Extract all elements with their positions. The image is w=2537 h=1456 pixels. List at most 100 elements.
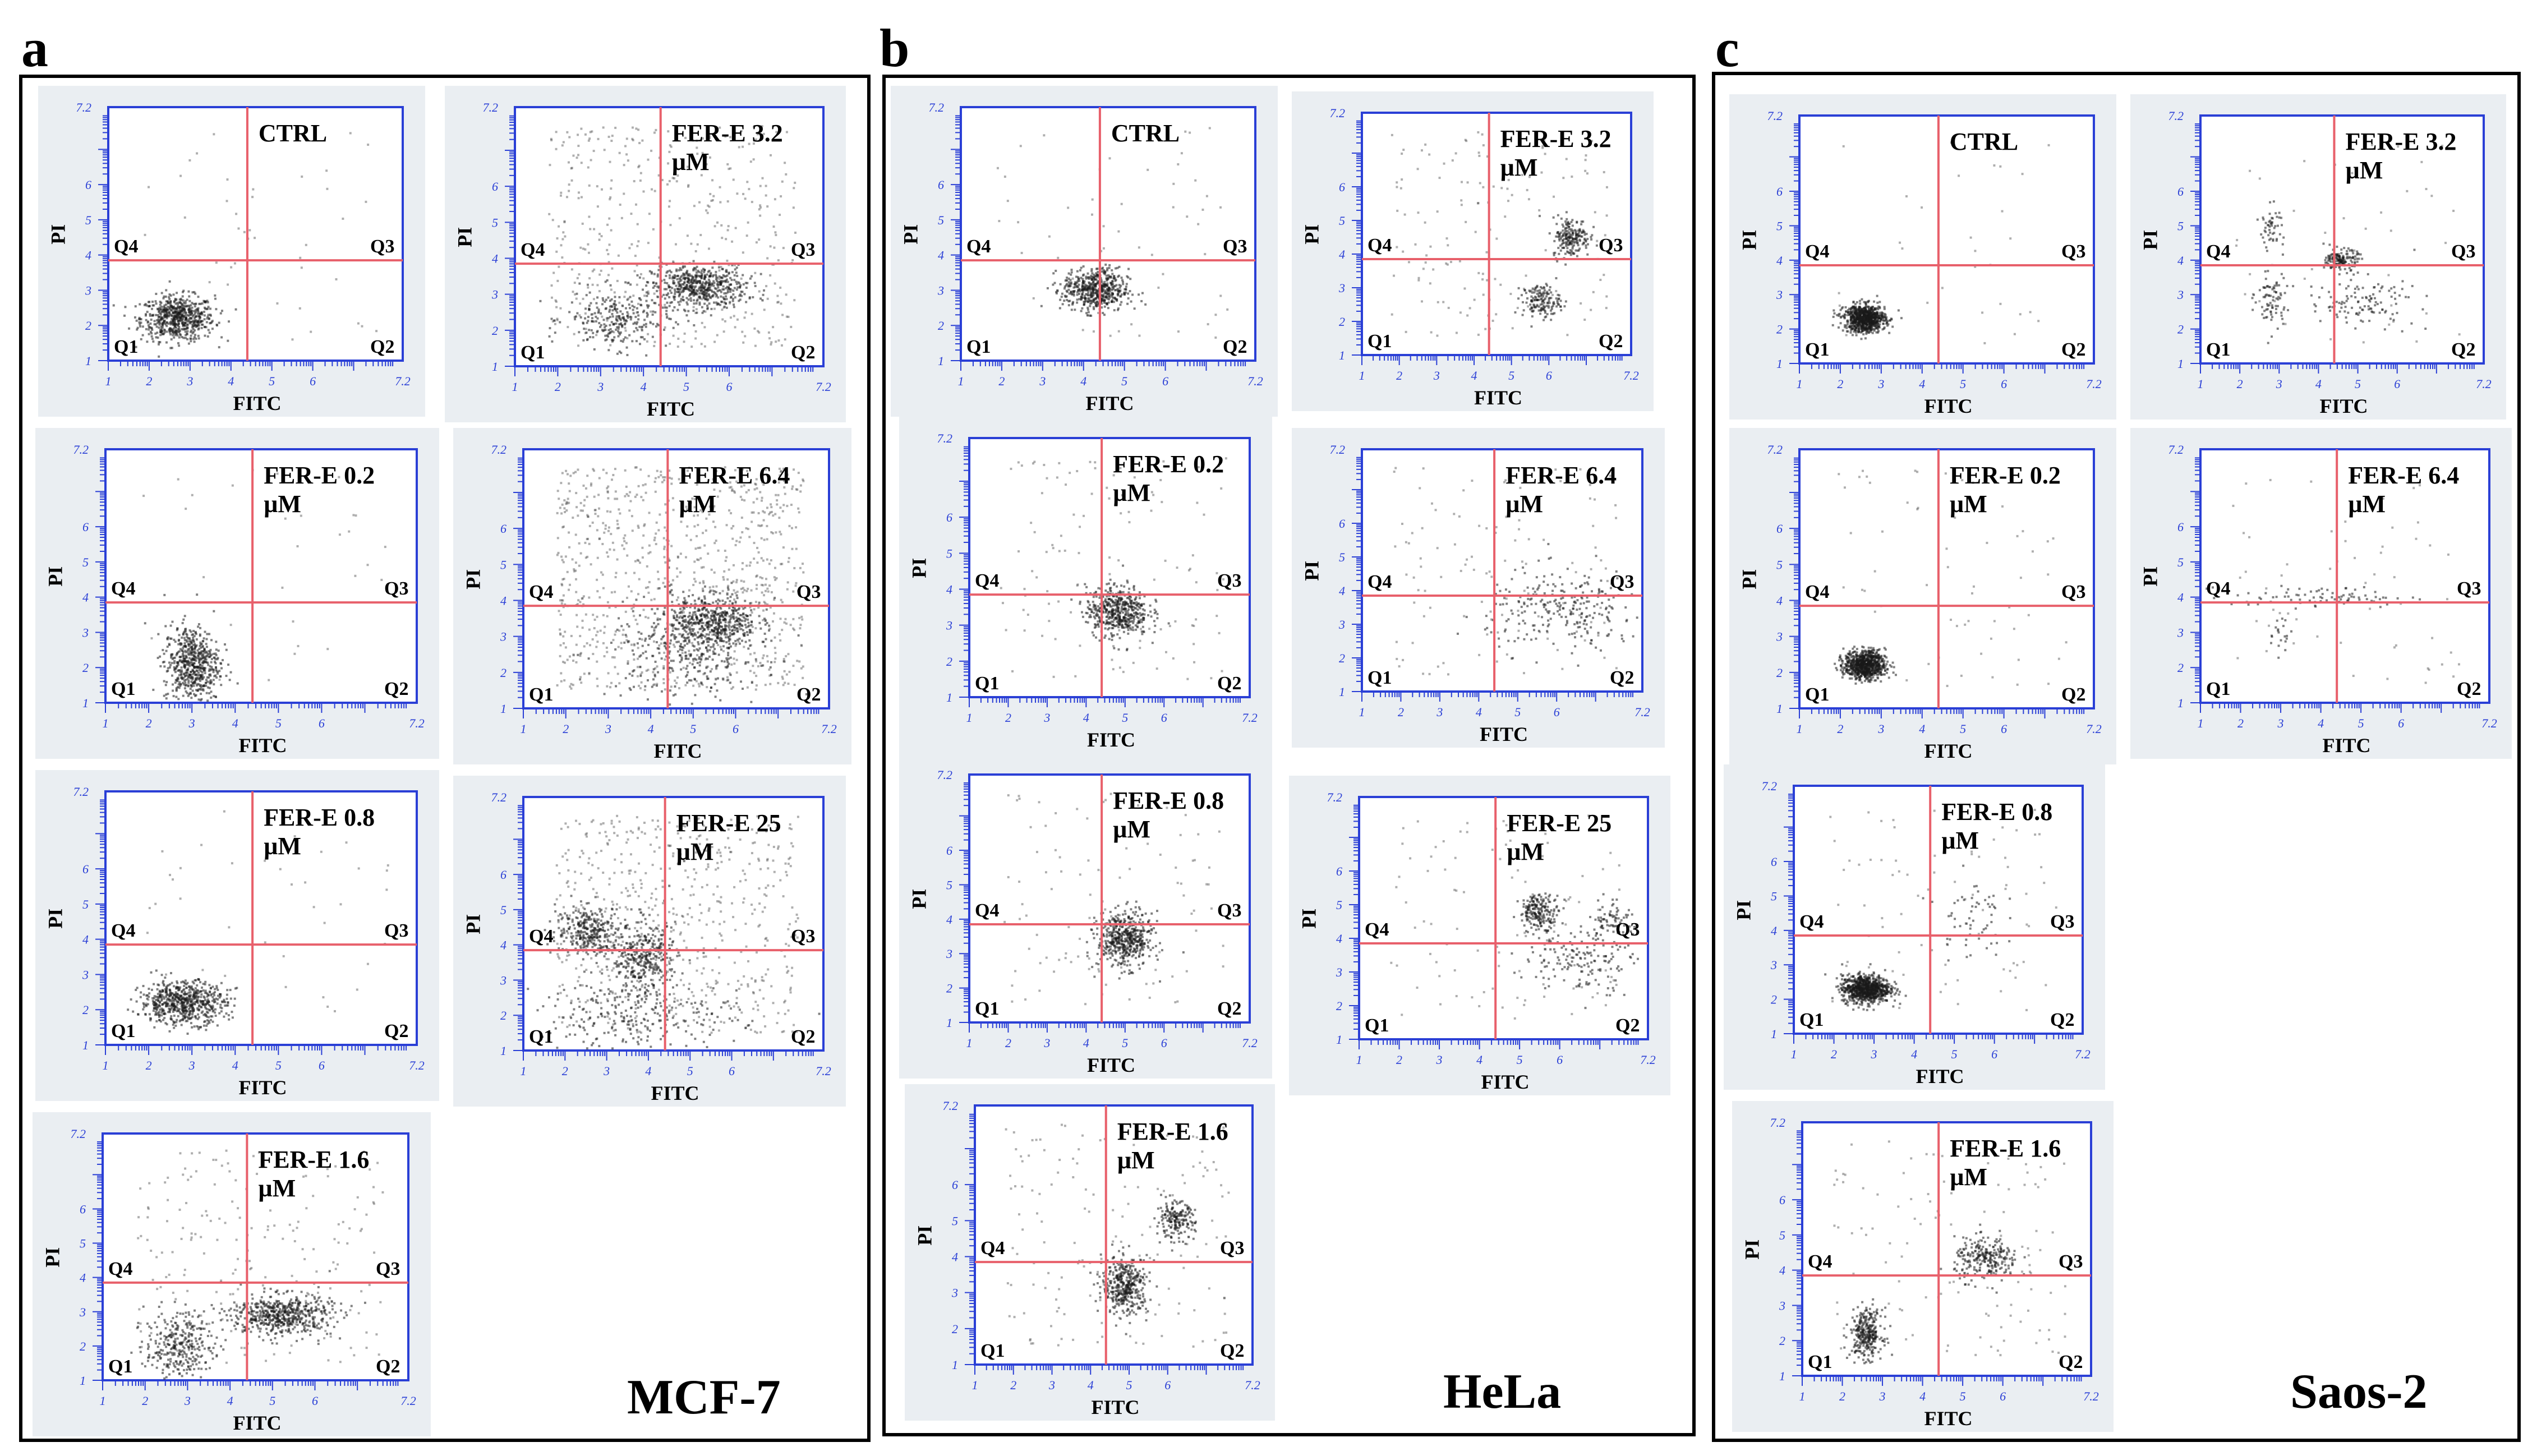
event-dot bbox=[166, 308, 169, 311]
event-dot bbox=[620, 339, 623, 342]
event-dot bbox=[673, 296, 675, 299]
event-dot bbox=[703, 595, 706, 598]
event-dot bbox=[598, 537, 601, 540]
event-dot bbox=[626, 311, 629, 314]
event-dot bbox=[610, 533, 613, 536]
event-dot bbox=[794, 584, 797, 587]
event-dot bbox=[190, 697, 193, 699]
event-dot bbox=[689, 538, 692, 541]
event-dot bbox=[637, 485, 640, 487]
event-dot bbox=[724, 625, 727, 628]
event-dot bbox=[160, 325, 163, 328]
event-dot bbox=[697, 670, 699, 673]
event-dot bbox=[701, 653, 704, 656]
event-dot bbox=[609, 196, 612, 199]
event-dot bbox=[641, 638, 643, 641]
event-dot bbox=[655, 624, 658, 627]
event-dot bbox=[138, 316, 141, 319]
event-dot bbox=[179, 648, 182, 651]
y-tick-label: 3 bbox=[491, 288, 498, 302]
event-dot bbox=[719, 289, 722, 292]
event-dot bbox=[733, 306, 735, 308]
event-dot bbox=[694, 269, 697, 271]
event-dot bbox=[176, 677, 179, 680]
event-dot bbox=[205, 321, 208, 324]
event-dot bbox=[770, 531, 773, 533]
event-dot bbox=[174, 641, 177, 643]
event-dot bbox=[777, 259, 780, 262]
y-axis-label: PI bbox=[462, 569, 485, 589]
event-dot bbox=[178, 686, 181, 689]
event-dot bbox=[785, 131, 788, 133]
event-dot bbox=[215, 308, 218, 311]
event-dot bbox=[688, 289, 691, 292]
event-dot bbox=[573, 568, 575, 571]
event-dot bbox=[163, 665, 166, 668]
event-dot bbox=[195, 657, 197, 660]
event-dot bbox=[634, 316, 637, 319]
event-dot bbox=[691, 642, 694, 644]
event-dot bbox=[692, 660, 695, 662]
event-dot bbox=[796, 660, 799, 662]
event-dot bbox=[177, 310, 179, 312]
event-dot bbox=[718, 275, 721, 278]
event-dot bbox=[630, 300, 633, 303]
event-dot bbox=[625, 639, 628, 642]
event-dot bbox=[654, 302, 657, 305]
event-dot bbox=[673, 636, 676, 639]
event-dot bbox=[163, 680, 165, 683]
event-dot bbox=[706, 686, 708, 689]
event-dot bbox=[560, 482, 563, 485]
event-dot bbox=[706, 295, 708, 298]
event-dot bbox=[627, 639, 630, 642]
event-dot bbox=[717, 289, 720, 292]
event-dot bbox=[200, 670, 202, 672]
event-dot bbox=[683, 629, 686, 632]
event-dot bbox=[671, 579, 674, 582]
event-dot bbox=[720, 607, 722, 610]
event-dot bbox=[768, 584, 771, 587]
event-dot bbox=[734, 629, 736, 632]
event-dot bbox=[653, 640, 656, 643]
event-dot bbox=[761, 177, 764, 179]
event-dot bbox=[684, 556, 687, 559]
event-dot bbox=[637, 318, 640, 321]
event-dot bbox=[618, 331, 620, 334]
event-dot bbox=[210, 690, 213, 693]
event-dot bbox=[198, 315, 201, 318]
event-dot bbox=[570, 268, 573, 271]
event-dot bbox=[674, 172, 677, 175]
event-dot bbox=[181, 310, 183, 312]
event-dot bbox=[191, 647, 194, 650]
event-dot bbox=[670, 545, 673, 547]
event-dot bbox=[170, 653, 173, 656]
event-dot bbox=[177, 683, 180, 686]
event-dot bbox=[685, 508, 688, 511]
event-dot bbox=[159, 319, 162, 322]
event-dot bbox=[621, 312, 624, 315]
event-dot bbox=[181, 295, 184, 298]
event-dot bbox=[565, 196, 568, 199]
event-dot bbox=[583, 499, 586, 501]
event-dot bbox=[610, 478, 613, 481]
event-dot bbox=[744, 624, 747, 626]
event-dot bbox=[227, 664, 230, 666]
event-dot bbox=[138, 321, 141, 324]
event-dot bbox=[716, 281, 719, 284]
event-dot bbox=[579, 678, 582, 681]
event-dot bbox=[675, 619, 678, 621]
event-dot bbox=[607, 526, 610, 529]
event-dot bbox=[713, 260, 716, 263]
event-dot bbox=[639, 654, 642, 657]
event-dot bbox=[191, 653, 194, 656]
quadrant-label-q2: Q2 bbox=[370, 337, 395, 357]
event-dot bbox=[165, 311, 168, 314]
event-dot bbox=[731, 264, 734, 266]
event-dot bbox=[548, 213, 551, 215]
event-dot bbox=[173, 666, 176, 669]
event-dot bbox=[577, 514, 579, 517]
event-dot bbox=[216, 658, 219, 661]
event-dot bbox=[711, 295, 714, 298]
event-dot bbox=[757, 551, 760, 554]
event-dot bbox=[632, 139, 634, 141]
